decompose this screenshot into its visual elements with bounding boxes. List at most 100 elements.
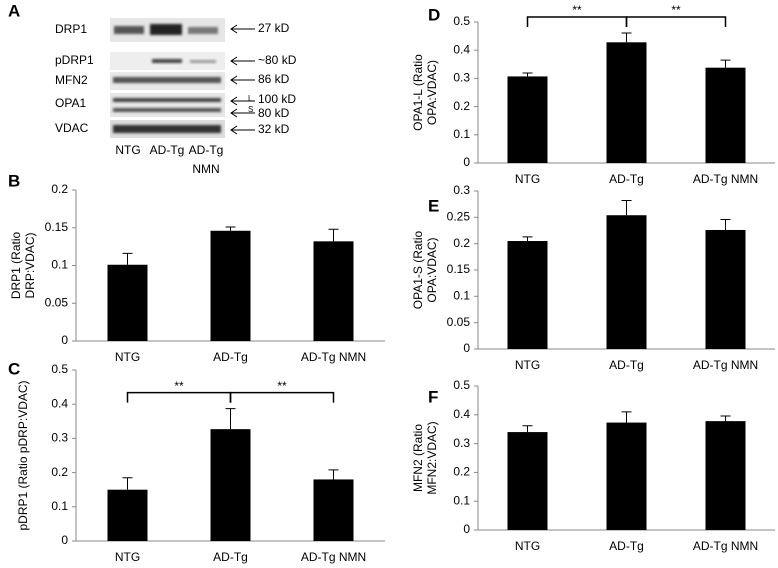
error-bar <box>720 415 731 422</box>
y-tick-label: 0.3 <box>453 436 470 450</box>
error-bar <box>522 236 533 242</box>
error-bar <box>328 469 339 480</box>
y-tick-label: 0.2 <box>51 182 68 196</box>
isoform-label: S <box>248 105 253 114</box>
blot-marker: 32 kD <box>258 122 290 136</box>
blot-marker: 86 kD <box>258 72 290 86</box>
x-tick-label: AD-Tg NMN <box>693 172 758 186</box>
error-bar <box>720 218 731 230</box>
blot-marker: ~80 kD <box>258 53 297 67</box>
blot-arrows <box>230 24 255 135</box>
bar <box>210 429 251 541</box>
y-tick-label: 0.4 <box>453 407 470 421</box>
lane-label: NTG <box>115 143 140 157</box>
y-tick-label: 0.4 <box>51 396 68 410</box>
y-tick-label: 0.5 <box>453 14 470 28</box>
significance-bracket <box>126 391 232 403</box>
y-tick-label: 0 <box>61 533 68 547</box>
y-axis-label: pDRP1 (Ratio pDRP:VDAC) <box>16 380 30 530</box>
blot-row-label: OPA1 <box>55 96 86 110</box>
y-axis-label: OPA1-L (Ratio <box>411 54 425 131</box>
bar <box>210 230 251 341</box>
x-tick-label: NTG <box>515 539 540 553</box>
x-tick-label: NTG <box>515 358 540 372</box>
x-tick-label: AD-Tg <box>609 358 644 372</box>
x-tick-label: NTG <box>115 550 140 564</box>
panel-label: E <box>428 196 439 215</box>
y-tick-label: 0.1 <box>453 289 470 303</box>
y-tick-label: 0 <box>463 522 470 536</box>
y-axis-label: OPA:VDAC) <box>425 237 439 302</box>
y-tick-label: 0.3 <box>453 183 470 197</box>
bar <box>606 422 647 530</box>
bar <box>705 421 746 530</box>
blot-row-label: DRP1 <box>55 22 87 36</box>
x-tick-label: AD-Tg <box>213 350 248 364</box>
panel-label: D <box>428 5 440 24</box>
panel-label: C <box>8 359 20 378</box>
y-tick-label: 0 <box>61 333 68 347</box>
y-tick-label: 0.05 <box>447 315 471 329</box>
x-tick-label: AD-Tg NMN <box>693 539 758 553</box>
y-tick-label: 0.4 <box>453 42 470 56</box>
y-tick-label: 0.1 <box>453 493 470 507</box>
blot-row-label: MFN2 <box>55 73 88 87</box>
bar <box>507 76 548 163</box>
y-tick-label: 0.3 <box>51 431 68 445</box>
y-tick-label: 0.2 <box>51 465 68 479</box>
error-bar <box>720 59 731 68</box>
bar <box>705 67 746 163</box>
blot-marker: 100 kD <box>258 92 296 106</box>
y-tick-label: 0.05 <box>45 295 69 309</box>
bar <box>507 241 548 349</box>
significance-bracket <box>625 16 727 27</box>
blot-marker: 27 kD <box>258 21 290 35</box>
isoform-label: L <box>248 94 253 103</box>
error-bar <box>122 252 133 265</box>
y-tick-label: 0.3 <box>453 71 470 85</box>
bar <box>606 215 647 349</box>
error-bar <box>621 32 632 43</box>
bar <box>705 229 746 349</box>
y-axis-label: OPA1-S (Ratio <box>411 230 425 309</box>
y-tick-label: 0 <box>463 341 470 355</box>
x-tick-label: AD-Tg NMN <box>301 550 366 564</box>
x-tick-label: NTG <box>515 172 540 186</box>
y-tick-label: 0.15 <box>45 220 69 234</box>
y-axis-label: DRP1 (Ratio <box>9 232 23 300</box>
x-tick-label: AD-Tg <box>213 550 248 564</box>
y-tick-label: 0.1 <box>51 258 68 272</box>
y-tick-label: 0.2 <box>453 236 470 250</box>
panel-label: A <box>8 1 20 20</box>
blot-row-label: pDRP1 <box>55 53 94 67</box>
panel-label: B <box>8 171 20 190</box>
significance-label: ** <box>277 379 287 393</box>
significance-label: ** <box>671 3 681 17</box>
y-tick-label: 0.5 <box>453 378 470 392</box>
error-bar <box>225 408 236 430</box>
bar <box>107 264 148 341</box>
y-tick-label: 0.1 <box>51 499 68 513</box>
y-axis-label: MFN2:VDAC) <box>425 421 439 494</box>
error-bar <box>621 411 632 423</box>
lane-label: AD-Tg <box>150 143 185 157</box>
x-tick-label: NTG <box>115 350 140 364</box>
blot-marker: 80 kD <box>258 106 290 120</box>
error-bar <box>122 477 133 490</box>
y-axis-label: OPA:VDAC) <box>425 60 439 125</box>
significance-label: ** <box>174 379 184 393</box>
bar <box>107 489 148 541</box>
error-bar <box>225 226 236 231</box>
y-tick-label: 0.15 <box>447 262 471 276</box>
x-tick-label: AD-Tg NMN <box>301 350 366 364</box>
x-tick-label: AD-Tg <box>609 539 644 553</box>
y-tick-label: 0.2 <box>453 465 470 479</box>
y-tick-label: 0.25 <box>447 210 471 224</box>
y-tick-label: 0.2 <box>453 99 470 113</box>
y-tick-label: 0.5 <box>51 362 68 376</box>
error-bar <box>328 228 339 242</box>
error-bar <box>522 425 533 433</box>
bar <box>606 42 647 163</box>
error-bar <box>522 72 533 77</box>
